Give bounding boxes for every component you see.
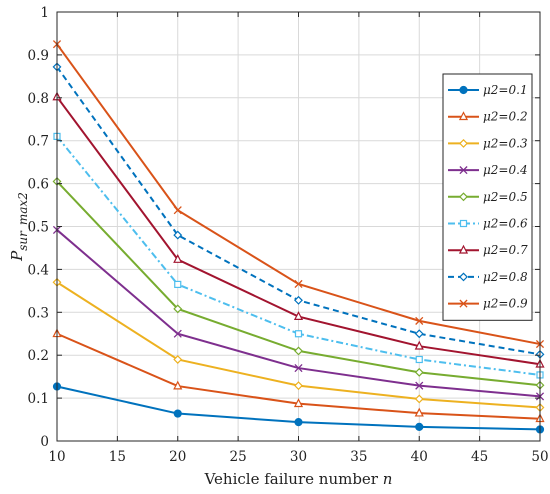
legend-item: μ2=0.3 bbox=[448, 136, 528, 150]
x-axis-title-words: Vehicle failure number bbox=[204, 470, 383, 488]
data-point bbox=[173, 304, 183, 314]
y-tick-label: 0.6 bbox=[28, 177, 49, 193]
legend-item: μ2=0.4 bbox=[448, 163, 528, 177]
x-tick-label: 20 bbox=[169, 449, 186, 465]
legend-item: μ2=0.6 bbox=[448, 217, 528, 231]
x-tick-label: 35 bbox=[350, 449, 367, 465]
data-point bbox=[294, 418, 303, 427]
x-axis-title-variable: n bbox=[383, 470, 393, 488]
legend-marker bbox=[458, 111, 469, 121]
data-point bbox=[415, 355, 423, 364]
data-point bbox=[173, 329, 182, 338]
y-tick-label: 0.3 bbox=[28, 305, 49, 321]
axis-ticks: 10 15 20 25 30 35 40 45 50 0 0.1 0.2 0.3 0.4 0.5 0.6 0.7… bbox=[28, 5, 549, 465]
series-layer bbox=[52, 40, 545, 434]
legend-item: μ2=0.8 bbox=[448, 270, 528, 284]
x-tick-label: 50 bbox=[531, 449, 548, 465]
y-tick-label: 0.4 bbox=[28, 262, 49, 278]
y-axis-label: Psur_max2 bbox=[8, 192, 30, 262]
legend-label: μ2=0.6 bbox=[483, 217, 528, 231]
legend-label: μ2=0.8 bbox=[483, 270, 528, 284]
y-tick-label: 0.7 bbox=[28, 134, 49, 150]
y-tick-label: 0.9 bbox=[28, 48, 49, 64]
legend-label: μ2=0.3 bbox=[483, 136, 528, 150]
data-point bbox=[173, 380, 183, 390]
data-point bbox=[173, 206, 182, 215]
x-tick-label: 30 bbox=[290, 449, 307, 465]
legend-marker bbox=[459, 192, 468, 202]
data-point bbox=[294, 295, 303, 305]
data-point bbox=[415, 381, 424, 390]
data-point bbox=[415, 316, 424, 325]
x-axis-label: Vehicle failure number n bbox=[204, 470, 393, 488]
data-point bbox=[414, 407, 424, 417]
x-tick-label: 40 bbox=[411, 449, 428, 465]
data-point bbox=[415, 422, 424, 431]
y-tick-label: 0.1 bbox=[28, 391, 49, 407]
data-point bbox=[294, 330, 303, 338]
legend-label: μ2=0.7 bbox=[483, 243, 528, 257]
data-point bbox=[173, 355, 183, 364]
x-tick-label: 25 bbox=[230, 449, 247, 465]
data-point bbox=[294, 346, 303, 356]
legend-item: μ2=0.1 bbox=[448, 83, 528, 97]
legend-label: μ2=0.1 bbox=[483, 83, 528, 97]
x-tick-label: 45 bbox=[471, 449, 488, 465]
legend: μ2=0.1 μ2=0.2 μ2=0.3 μ2=0.4 μ2=0.5 μ2=0.6 μ2=0… bbox=[442, 73, 533, 321]
data-point bbox=[414, 329, 424, 339]
y-tick-label: 0.2 bbox=[28, 348, 49, 364]
legend-marker bbox=[459, 272, 468, 282]
legend-item: μ2=0.5 bbox=[448, 190, 528, 204]
legend-label: μ2=0.4 bbox=[483, 163, 528, 177]
y-tick-label: 0.8 bbox=[28, 91, 49, 107]
legend-label: μ2=0.9 bbox=[483, 297, 528, 311]
y-tick-label: 0.5 bbox=[28, 220, 49, 236]
x-axis-title-text: Vehicle failure number n bbox=[204, 470, 393, 488]
data-point bbox=[293, 311, 304, 320]
data-point bbox=[414, 367, 424, 377]
legend-marker bbox=[459, 138, 468, 148]
y-axis-title-subscript: sur_max2 bbox=[16, 192, 30, 251]
y-axis-title-symbol: P bbox=[8, 250, 26, 262]
legend-marker bbox=[459, 219, 468, 228]
data-point bbox=[174, 280, 182, 289]
series-7 bbox=[52, 91, 545, 368]
y-tick-label: 1 bbox=[40, 5, 49, 21]
data-point bbox=[293, 398, 304, 408]
legend-marker bbox=[458, 244, 469, 254]
legend-marker bbox=[459, 85, 468, 95]
y-tick-label: 0 bbox=[40, 434, 49, 450]
data-point bbox=[294, 364, 303, 373]
legend-label: μ2=0.2 bbox=[483, 110, 528, 124]
legend-marker bbox=[459, 166, 468, 175]
data-point bbox=[294, 279, 303, 289]
data-point bbox=[414, 394, 424, 404]
legend-item: μ2=0.9 bbox=[448, 297, 528, 311]
data-point bbox=[173, 409, 182, 418]
legend-marker bbox=[459, 299, 468, 308]
x-tick-label: 10 bbox=[48, 449, 65, 465]
series-8 bbox=[52, 62, 545, 359]
y-axis-title-text: Psur_max2 bbox=[8, 192, 30, 262]
data-point bbox=[173, 254, 183, 263]
series-9 bbox=[52, 40, 545, 349]
data-point bbox=[294, 381, 303, 391]
legend-item: μ2=0.7 bbox=[448, 243, 528, 257]
legend-item: μ2=0.2 bbox=[448, 110, 528, 124]
legend-label: μ2=0.5 bbox=[483, 190, 528, 204]
data-point bbox=[173, 230, 183, 240]
x-tick-label: 15 bbox=[109, 449, 126, 465]
data-point bbox=[414, 340, 424, 350]
